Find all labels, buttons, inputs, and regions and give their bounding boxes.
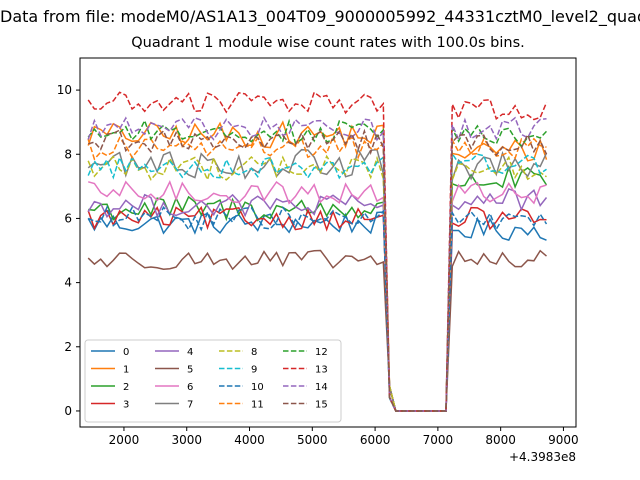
legend-label-11: 11	[251, 400, 264, 411]
x-tick-label: 6000	[360, 433, 391, 447]
y-tick-label: 10	[57, 83, 72, 97]
legend-label-0: 0	[123, 347, 129, 358]
series-line-9	[87, 151, 547, 412]
x-offset-label: +4.3983e8	[509, 450, 576, 464]
legend-label-5: 5	[187, 365, 193, 376]
legend-label-12: 12	[315, 347, 328, 358]
x-tick-label: 2000	[109, 433, 140, 447]
axes-frame	[79, 57, 577, 428]
y-tick-label: 0	[64, 404, 72, 418]
legend-label-3: 3	[123, 400, 129, 411]
x-tick-label: 7000	[423, 433, 454, 447]
legend-label-9: 9	[251, 365, 257, 376]
legend-label-4: 4	[187, 347, 193, 358]
y-tick-label: 6	[64, 211, 72, 225]
x-tick-label: 4000	[234, 433, 265, 447]
series-line-8	[87, 154, 547, 412]
legend-label-8: 8	[251, 347, 257, 358]
legend-box	[84, 339, 342, 423]
series-line-0	[87, 211, 547, 412]
legend-label-14: 14	[315, 382, 328, 393]
figure-suptitle: Data from file: modeM0/AS1A13_004T09_900…	[0, 7, 640, 26]
legend-label-7: 7	[187, 400, 193, 411]
legend-label-15: 15	[315, 400, 328, 411]
series-line-7	[87, 147, 548, 412]
series-line-11	[87, 134, 547, 412]
series-line-3	[87, 205, 547, 412]
x-tick-label: 9000	[548, 433, 579, 447]
y-tick-label: 4	[64, 276, 72, 290]
x-tick-label: 5000	[297, 433, 328, 447]
plot-lines	[87, 91, 548, 412]
legend-label-1: 1	[123, 365, 129, 376]
series-line-4	[87, 187, 548, 412]
series-line-12	[87, 118, 548, 412]
x-tick-label: 8000	[485, 433, 516, 447]
chart-title: Quadrant 1 module wise count rates with …	[131, 35, 525, 51]
series-line-10	[87, 205, 548, 412]
legend-label-2: 2	[123, 382, 129, 393]
y-tick-label: 8	[64, 147, 72, 161]
legend-label-10: 10	[251, 382, 264, 393]
series-line-15	[88, 128, 548, 412]
legend-label-6: 6	[187, 382, 193, 393]
legend-label-13: 13	[315, 365, 328, 376]
series-line-14	[87, 116, 547, 412]
series-line-6	[88, 180, 547, 412]
y-tick-label: 2	[64, 340, 72, 354]
series-line-13	[87, 91, 548, 412]
series-line-5	[87, 249, 547, 412]
x-tick-label: 3000	[171, 433, 202, 447]
